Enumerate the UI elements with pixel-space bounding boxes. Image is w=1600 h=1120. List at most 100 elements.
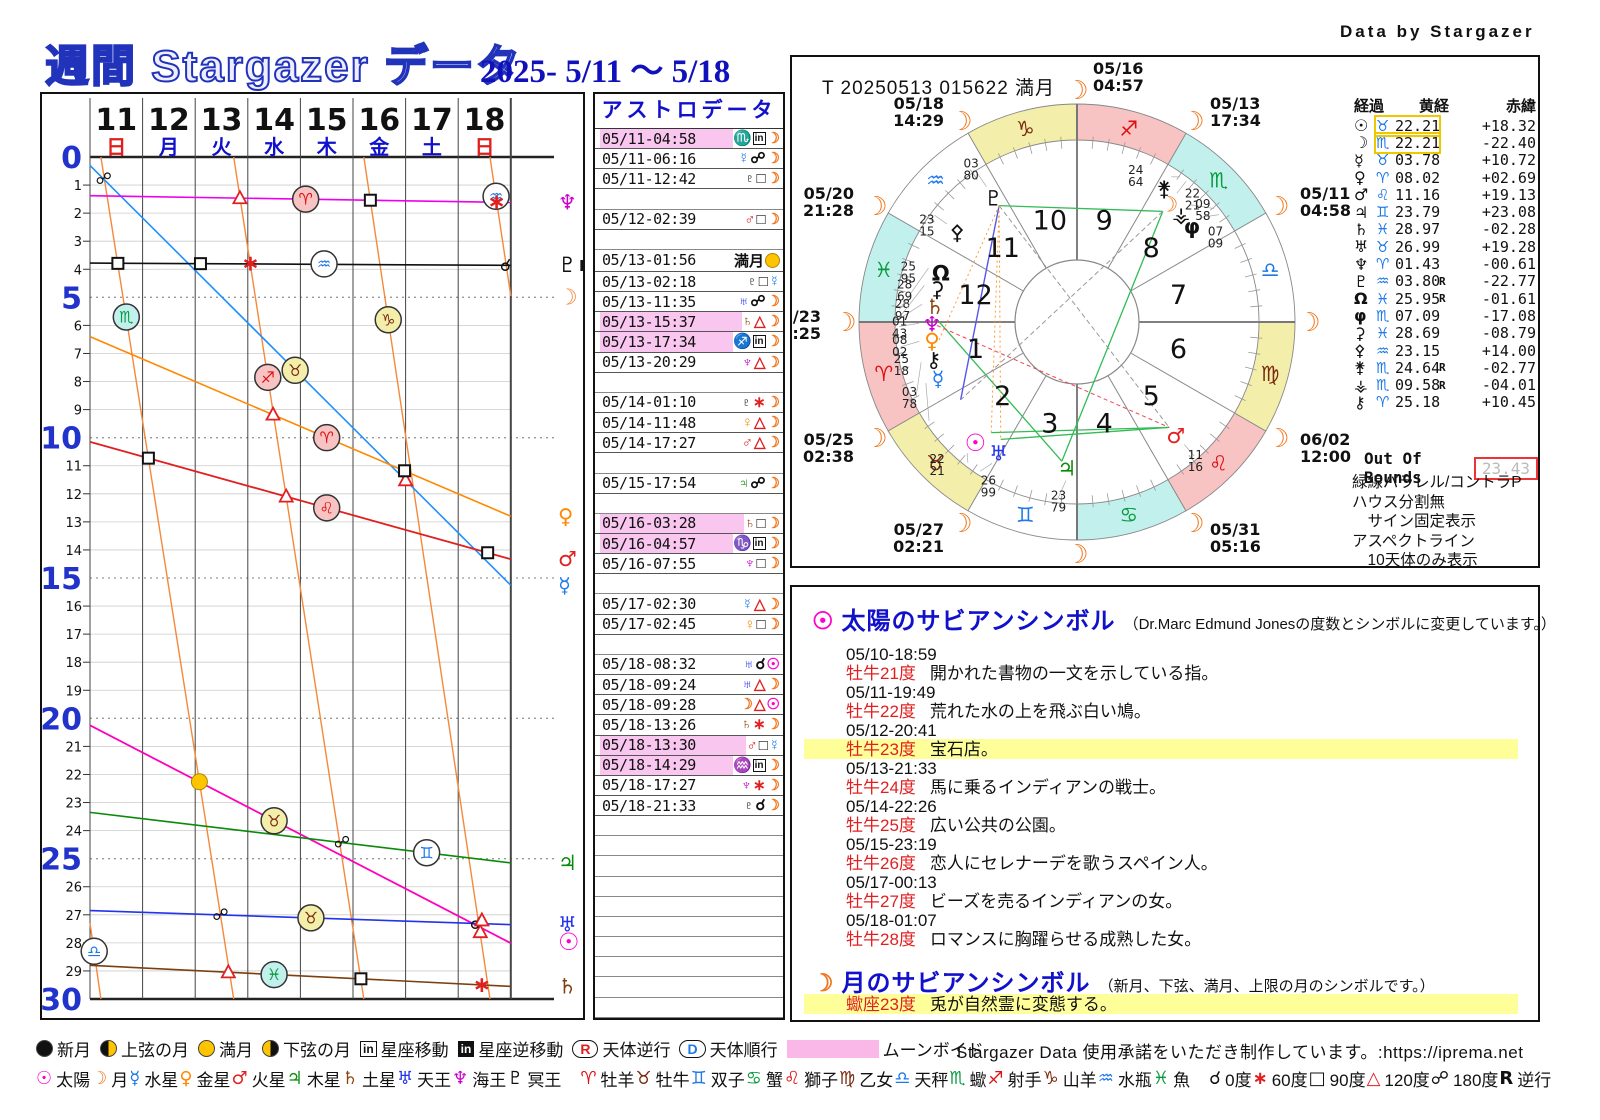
- svg-text:19: 19: [65, 684, 82, 699]
- astro-symbol: ☽: [766, 434, 780, 452]
- house-number: 3: [1041, 408, 1058, 439]
- sign-glyph: ♊: [1016, 503, 1035, 527]
- moon-ingress-icon: ☽: [1181, 107, 1204, 137]
- astro-row-empty: [595, 453, 783, 474]
- vesta-degrees: 09 58: [1195, 197, 1210, 223]
- planet-table-row: ⚴ ♒ 23.15 +14.00: [1354, 341, 1536, 361]
- venus-line: [89, 335, 512, 517]
- moon-ingress-label: 05/16 04:57: [1093, 59, 1144, 95]
- venus-label: ♀: [558, 504, 573, 528]
- svg-text:☍: ☍: [334, 833, 350, 852]
- moon-ingress-icon: ☽: [864, 424, 887, 454]
- mercury-degrees: 03 78: [902, 385, 917, 411]
- moon-label: ☽: [558, 285, 578, 310]
- last-quarter-icon: [262, 1040, 279, 1057]
- astro-row: 05/11-04:58 ♏ in ☽: [595, 129, 783, 150]
- neptune-glyph: ♆: [923, 312, 942, 336]
- astro-row: 05/12-02:39 ♂ □ ☽: [595, 210, 783, 230]
- juno-degrees: 24 64: [1128, 163, 1143, 189]
- house-number: 8: [1143, 233, 1160, 264]
- svg-text:18: 18: [65, 656, 82, 671]
- astro-symbol: ☽: [766, 776, 780, 794]
- mars-degrees: 11 16: [1188, 448, 1203, 474]
- sabian-date: 05/17-00:13: [846, 873, 937, 892]
- svg-text:4: 4: [74, 263, 82, 278]
- mercury-glyph: ☿: [931, 367, 944, 391]
- saturn-label: ♄: [558, 974, 577, 998]
- sign-glyph: ♉: [926, 451, 945, 475]
- legend-glyph-item: ♇ 冥王: [507, 1068, 562, 1090]
- house-number: 11: [986, 233, 1020, 264]
- aspect-line: [936, 319, 1063, 462]
- lilith-degrees: 07 09: [1208, 225, 1223, 251]
- astro-row-empty: [595, 877, 783, 897]
- astro-symbol: ☽: [766, 595, 780, 613]
- sign-glyph: ♎: [1261, 258, 1280, 282]
- planet-table-row: ⚷ ♈ 25.18 +10.45: [1354, 392, 1536, 412]
- astro-row: 05/18-08:32 ♅ ☌ ☉: [595, 655, 783, 676]
- ingress-icon: in: [752, 335, 766, 349]
- astro-symbol: ☽: [766, 676, 780, 694]
- legend-glyph-item: ♍ 乙女: [839, 1068, 894, 1090]
- astro-symbol: ☌: [755, 797, 766, 815]
- astro-row: 05/14-01:10 ♇ ∗ ☽: [595, 393, 783, 414]
- svg-text:♌: ♌: [320, 498, 334, 517]
- uranus-label: ♅: [558, 913, 577, 937]
- svg-text:14: 14: [65, 544, 82, 559]
- svg-text:∗: ∗: [241, 252, 259, 277]
- sabian-symbol: 牡牛23度 宝石店。: [846, 740, 998, 759]
- legend-glyph-item: ♂ 火星: [231, 1068, 286, 1090]
- astro-symbol: ♇: [744, 170, 756, 188]
- day-number: 12: [148, 103, 190, 138]
- moon-void-icon: [786, 1039, 879, 1058]
- svg-text:13: 13: [65, 516, 82, 531]
- planet-table-row: ♃ ♊ 23.79 +23.08: [1354, 202, 1536, 222]
- astro-symbol: □: [756, 210, 766, 228]
- astro-symbol: ♆: [741, 353, 753, 371]
- day-weekday: 日: [106, 135, 126, 159]
- astro-symbol: ♂: [744, 210, 756, 228]
- uranus-degrees: 26 99: [981, 473, 996, 499]
- day-number: 16: [358, 103, 400, 138]
- astro-symbol: ♄: [740, 716, 752, 734]
- astro-symbol: ♅: [743, 655, 755, 673]
- mars-glyph: ♂: [1166, 424, 1185, 448]
- sign-sector: [1167, 412, 1267, 512]
- moon-line: [363, 156, 491, 1000]
- svg-text:5: 5: [61, 281, 82, 316]
- sabian-symbol: 牡牛21度 開かれた書物の一文を示している指。: [846, 664, 1219, 683]
- legend-item-in-box-dark: in 星座逆移動: [457, 1036, 563, 1061]
- svg-text:∗: ∗: [473, 973, 491, 998]
- moon-glyph: ☽: [1160, 192, 1179, 216]
- moon-ingress-icon: ☽: [949, 509, 972, 539]
- astro-row: 05/17-02:45 ♀ □ ☽: [595, 615, 783, 635]
- sign-glyph: ♑: [1016, 117, 1035, 141]
- astro-symbol: ☽: [766, 797, 780, 815]
- day-number: 14: [253, 103, 295, 138]
- astro-row: 05/17-02:30 ☿ △ ☽: [595, 594, 783, 615]
- house-number: 2: [994, 381, 1011, 412]
- sabian-symbol: 牡牛22度 荒れた水の上を飛ぶ白い鳩。: [846, 702, 1151, 721]
- aspect-line: [1061, 211, 1164, 462]
- astro-data-rows: 05/11-04:58 ♏ in ☽ 05/11-06:16 ☿ ☍ ☽ 05/11-12:42…: [595, 129, 783, 1018]
- legend-item-pink-bar: ムーンボイド: [786, 1036, 984, 1061]
- moon-ingress-label: 05/31 05:16: [1210, 520, 1261, 556]
- jupiter-line: [89, 811, 511, 864]
- svg-text:♉: ♉: [288, 361, 302, 380]
- chart-wheel-panel: T 20250513 015622 満月 ♈ ♉ ♊ ♋ ♌ ♍ ♎ ♏ ♐ ♑ ♒ ♓ 1 2 3 4 5 6 7…: [790, 55, 1540, 569]
- planet-table-row: ⚵ ♏ 24.64 R -02.77: [1354, 358, 1536, 378]
- astro-row: 05/13-20:29 ♆ △ ☽: [595, 353, 783, 373]
- astro-symbol: ☽: [766, 716, 780, 734]
- astro-row: 05/11-12:42 ♇ □ ☽: [595, 169, 783, 190]
- sabian-symbols-panel: ☉ 太陽のサビアンシンボル （Dr.Marc Edmund Jonesの度数とシンボ…: [790, 585, 1556, 1022]
- astro-symbol: 満月: [733, 252, 764, 270]
- astro-row: 05/13-01:56 満月: [595, 250, 783, 272]
- neptune-label: ♆: [558, 190, 577, 214]
- sign-sector: [1167, 132, 1267, 232]
- saturn-degrees: 28 97: [895, 297, 910, 323]
- moon-ingress-icon: ☽: [1297, 308, 1320, 338]
- pluto-label: ♇: [558, 253, 577, 277]
- astro-symbol: □: [756, 514, 766, 532]
- mars-label: ♂: [558, 547, 577, 571]
- svg-text:♎: ♎: [87, 942, 101, 961]
